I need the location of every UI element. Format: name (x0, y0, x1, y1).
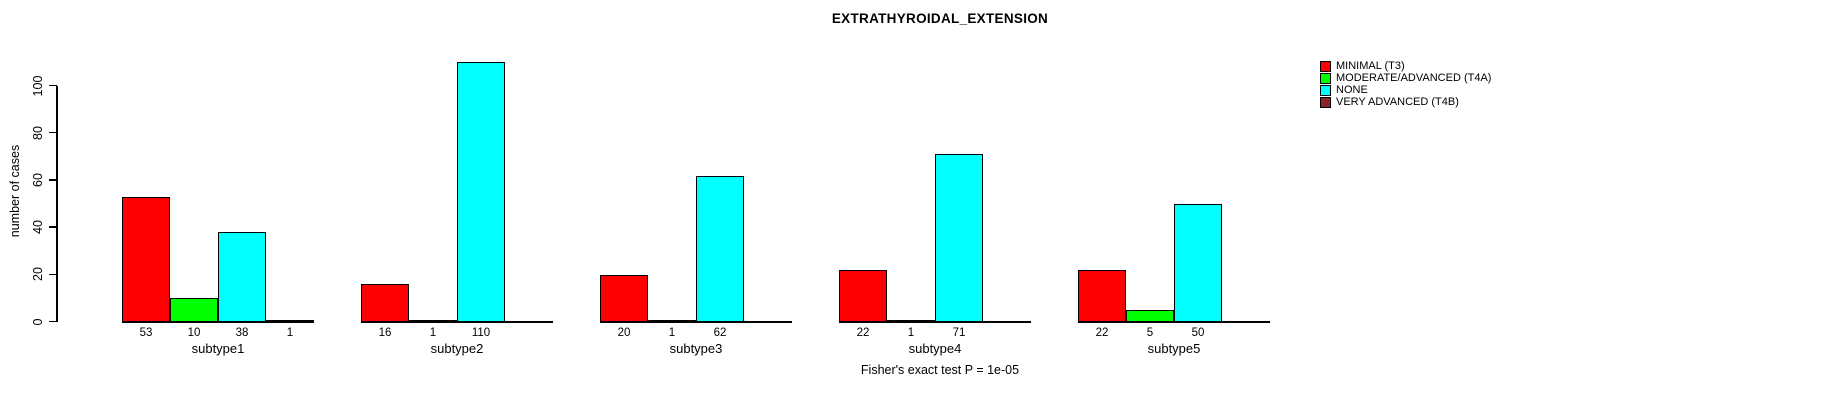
bar-subtype5-series0 (1078, 270, 1126, 322)
bar-subtype1-series0 (122, 196, 170, 322)
y-axis-tick-label: 40 (31, 220, 45, 235)
y-axis-tick-label: 100 (31, 75, 45, 96)
legend-item-label: VERY ADVANCED (T4B) (1336, 96, 1459, 108)
legend-item-label: MINIMAL (T3) (1336, 60, 1405, 72)
category-label-subtype1: subtype1 (191, 341, 245, 356)
bar-subtype1-series1 (170, 298, 218, 322)
y-axis-tick-label: 20 (31, 267, 45, 282)
legend-swatch-icon (1320, 60, 1331, 72)
y-axis-tick-label: 0 (31, 318, 45, 325)
bar-subtype2-series2 (457, 62, 505, 322)
legend-item-label: NONE (1336, 84, 1368, 96)
bar-subtype1-series2 (218, 232, 266, 322)
bar-subtype4-series1 (887, 319, 935, 322)
bar-count-label: 22 (856, 327, 870, 339)
bar-count-label: 10 (187, 327, 201, 339)
chart-title: EXTRATHYROIDAL_EXTENSION (831, 11, 1049, 26)
y-axis-tick (49, 226, 57, 228)
bar-subtype4-series0 (839, 270, 887, 322)
bar-subtype5-series2 (1174, 204, 1222, 322)
legend-item: MINIMAL (T3) (1320, 60, 1491, 72)
bar-count-label: 71 (952, 327, 966, 339)
bar-count-label: 38 (235, 327, 249, 339)
bar-count-label: 1 (668, 327, 676, 339)
y-axis-tick (49, 84, 57, 87)
y-axis-line (56, 85, 58, 322)
bar-count-label: 20 (617, 327, 631, 339)
bar-count-label: 110 (471, 327, 491, 339)
y-axis-tick-label: 60 (31, 172, 45, 187)
category-label-subtype4: subtype4 (908, 341, 962, 356)
y-axis-tick (49, 273, 57, 276)
category-label-subtype3: subtype3 (669, 341, 723, 356)
bar-subtype1-series3 (266, 319, 314, 322)
bar-count-label: 53 (139, 327, 153, 339)
bar-subtype5-series1 (1126, 310, 1174, 322)
bar-subtype4-series2 (935, 154, 983, 322)
bar-count-label: 1 (429, 327, 437, 339)
legend-item-label: MODERATE/ADVANCED (T4A) (1336, 72, 1492, 84)
bar-count-label: 16 (378, 327, 392, 339)
bar-subtype3-series1 (648, 319, 696, 322)
bar-subtype3-series0 (600, 274, 648, 322)
bar-subtype2-series1 (409, 319, 457, 322)
bar-count-label: 1 (286, 327, 294, 339)
legend-item: NONE (1320, 84, 1491, 96)
legend-item: VERY ADVANCED (T4B) (1320, 96, 1491, 108)
y-axis-label: number of cases (8, 144, 22, 238)
y-axis-tick-label: 80 (31, 125, 45, 140)
bar-count-label: 5 (1146, 327, 1154, 339)
bar-count-label: 50 (1191, 327, 1205, 339)
bar-count-label: 1 (907, 327, 915, 339)
legend: MINIMAL (T3) MODERATE/ADVANCED (T4A) NONE V… (1320, 60, 1491, 108)
y-axis-tick (49, 131, 57, 134)
category-label-subtype2: subtype2 (430, 341, 484, 356)
legend-item: MODERATE/ADVANCED (T4A) (1320, 72, 1491, 84)
category-label-subtype5: subtype5 (1147, 341, 1201, 356)
y-axis-tick (49, 179, 57, 181)
bar-count-label: 62 (713, 327, 727, 339)
y-axis-tick (49, 320, 57, 323)
bar-subtype2-series0 (361, 284, 409, 322)
bar-subtype3-series2 (696, 175, 744, 322)
bar-count-label: 22 (1095, 327, 1109, 339)
legend-swatch-icon (1320, 72, 1331, 84)
legend-swatch-icon (1320, 84, 1331, 96)
stats-annotation: Fisher's exact test P = 1e-05 (860, 363, 1020, 377)
legend-swatch-icon (1320, 96, 1331, 108)
